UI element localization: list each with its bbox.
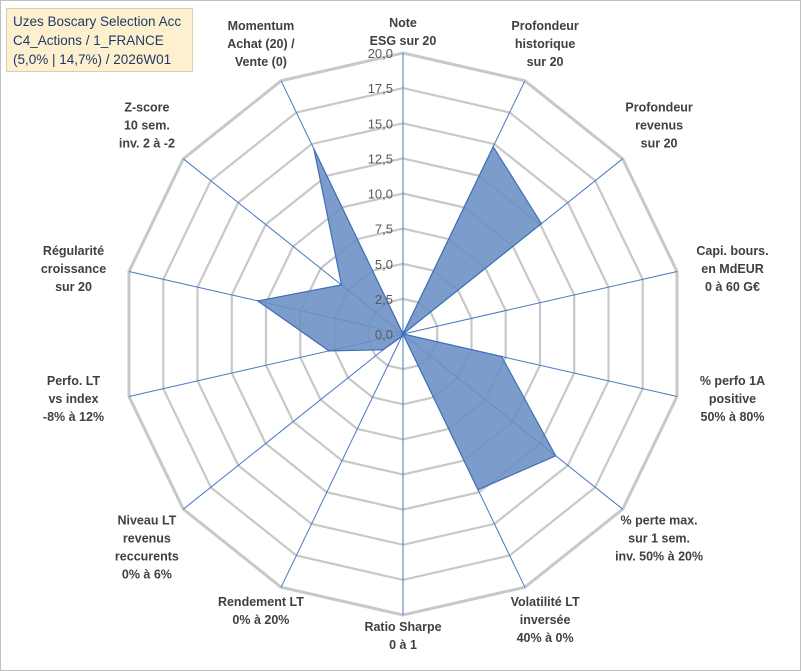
axis-label-line: reccurents xyxy=(115,550,179,564)
axis-label-line: 0 à 1 xyxy=(389,638,417,652)
axis-label-line: revenus xyxy=(123,532,171,546)
axis-label-line: Vente (0) xyxy=(235,55,287,69)
data-point xyxy=(540,222,543,225)
data-point xyxy=(340,284,343,286)
radar-axis-labels: Note ESG sur 20 Profondeur historique sur 20… xyxy=(41,16,769,652)
axis-label: % perfo 1A positive 50% à 80% xyxy=(700,374,765,424)
axis-label-line: inversée xyxy=(520,613,571,627)
axis-label-line: Volatilité LT xyxy=(511,595,580,609)
axis-label-line: Régularité xyxy=(43,244,104,258)
axis-label: Z-score 10 sem. inv. 2 à -2 xyxy=(119,100,175,150)
axis-label-line: 0% à 6% xyxy=(122,568,172,582)
tick-label: 2,5 xyxy=(375,292,393,307)
axis-label-line: historique xyxy=(515,37,575,51)
chart-title-box: Uzes Boscary Selection Acc C4_Actions / … xyxy=(6,8,193,72)
tick-label: 5,0 xyxy=(375,257,393,272)
axis-label: Perfo. LT vs index -8% à 12% xyxy=(43,374,104,424)
data-point xyxy=(500,355,503,358)
axis-label: % perte max. sur 1 sem. inv. 50% à 20% xyxy=(615,514,703,564)
axis-label-line: % perte max. xyxy=(621,514,698,528)
data-point xyxy=(257,300,259,302)
axis-label: Rendement LT 0% à 20% xyxy=(218,595,304,627)
data-point xyxy=(401,335,403,338)
axis-label-line: Perfo. LT xyxy=(47,374,101,388)
axis-label-line: vs index xyxy=(48,392,98,406)
axis-label-line: Niveau LT xyxy=(117,514,176,528)
tick-label: 10,0 xyxy=(368,187,393,202)
axis-label-line: en MdEUR xyxy=(701,262,764,276)
data-point xyxy=(328,350,330,352)
tick-label: 7,5 xyxy=(375,222,393,237)
axis-label-line: 10 sem. xyxy=(124,118,170,132)
axis-label-line: sur 1 sem. xyxy=(628,532,690,546)
axis-label-line: revenus xyxy=(635,118,683,132)
data-point xyxy=(402,333,404,335)
axis-label: Momentum Achat (20) / Vente (0) xyxy=(227,19,295,69)
axis-label: Capi. bours. en MdEUR 0 à 60 G€ xyxy=(696,244,768,294)
radar-ticks: 0,0 2,5 5,0 7,5 10,0 12,5 15,0 17,5 20,0 xyxy=(368,46,393,342)
axis-label: Ratio Sharpe 0 à 1 xyxy=(364,620,441,652)
radar-series xyxy=(256,145,557,491)
axis-label-line: sur 20 xyxy=(55,280,92,294)
data-point xyxy=(492,145,495,148)
axis-label-line: Z-score xyxy=(124,100,169,114)
axis-label-line: Profondeur xyxy=(511,19,578,33)
axis-label: Volatilité LT inversée 40% à 0% xyxy=(511,595,580,645)
axis-label-line: -8% à 12% xyxy=(43,410,104,424)
axis-label-line: inv. 50% à 20% xyxy=(615,550,703,564)
axis-label: Niveau LT revenus reccurents 0% à 6% xyxy=(115,514,179,582)
axis-label: Régularité croissance sur 20 xyxy=(41,244,106,294)
axis-label-line: 50% à 80% xyxy=(701,410,765,424)
axis-spoke xyxy=(402,271,678,335)
axis-label-line: Ratio Sharpe xyxy=(364,620,441,634)
tick-label: 12,5 xyxy=(368,151,393,166)
axis-label-line: Momentum xyxy=(228,19,295,33)
data-point xyxy=(313,148,315,150)
axis-label-line: % perfo 1A xyxy=(700,374,765,388)
axis-label-line: 0% à 20% xyxy=(232,613,289,627)
axis-label-line: 40% à 0% xyxy=(517,631,574,645)
axis-label-line: sur 20 xyxy=(527,55,564,69)
title-line-1: Uzes Boscary Selection Acc xyxy=(13,14,182,29)
tick-label: 17,5 xyxy=(368,81,393,96)
tick-label: 20,0 xyxy=(368,46,393,61)
tick-label: 0,0 xyxy=(375,327,393,342)
axis-label-line: sur 20 xyxy=(641,136,678,150)
axis-label-line: 0 à 60 G€ xyxy=(705,280,760,294)
axis-label-line: inv. 2 à -2 xyxy=(119,136,175,150)
axis-spoke xyxy=(182,333,404,510)
data-point xyxy=(554,455,557,457)
data-point xyxy=(477,488,479,491)
axis-spoke xyxy=(280,333,404,588)
title-line-2: C4_Actions / 1_FRANCE xyxy=(13,33,164,48)
axis-label-line: Rendement LT xyxy=(218,595,304,609)
title-line-3: (5,0% | 14,7%) / 2026W01 xyxy=(13,52,172,67)
axis-label-line: ESG sur 20 xyxy=(370,34,437,48)
axis-label-line: Note xyxy=(389,16,417,30)
axis-label-line: Capi. bours. xyxy=(696,244,768,258)
axis-label-line: croissance xyxy=(41,262,106,276)
axis-label-line: Profondeur xyxy=(625,100,692,114)
axis-label-line: Achat (20) / xyxy=(227,37,295,51)
axis-label-line: positive xyxy=(709,392,756,406)
axis-label: Profondeur revenus sur 20 xyxy=(625,100,692,150)
data-point xyxy=(382,349,385,351)
axis-label: Profondeur historique sur 20 xyxy=(511,19,578,69)
axis-label: Note ESG sur 20 xyxy=(370,16,437,48)
tick-label: 15,0 xyxy=(368,116,393,131)
